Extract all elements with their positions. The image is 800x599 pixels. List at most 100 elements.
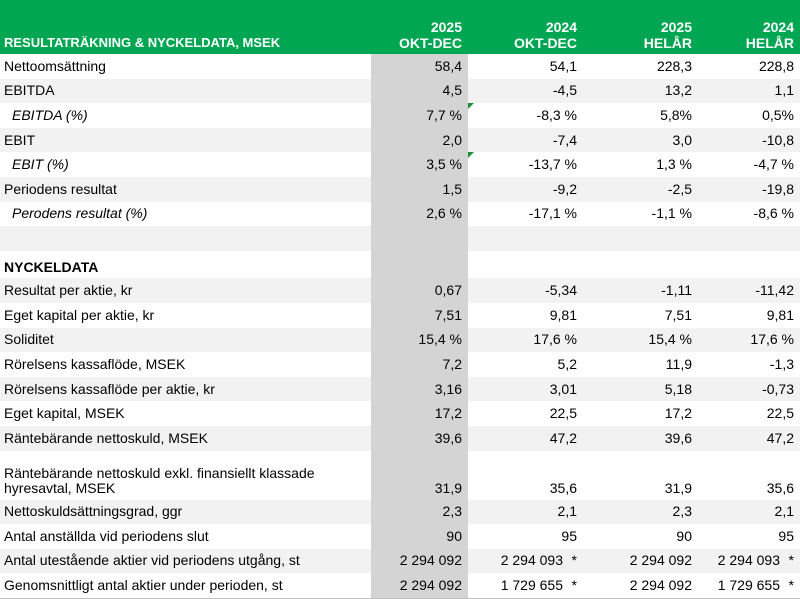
cell-value: 90 (371, 524, 468, 549)
cell-value: 5,8% (660, 106, 692, 123)
column-header: 2025 OKT-DEC (371, 0, 468, 54)
cell-value: 15,4 % (583, 327, 698, 353)
table-row: Nettoomsättning 58,4 54,1 228,3 228,8 (0, 54, 800, 79)
cell-value: 1,5 (371, 176, 468, 202)
cell-value: 7,7 % (371, 103, 468, 128)
cell-value: 7,51 (664, 306, 692, 323)
cell-value: -19,8 (698, 176, 800, 202)
table-row: Genomsnittligt antal aktier under period… (0, 573, 800, 599)
table-row: Nettoskuldsättningsgrad, ggr 2,3 2,1 2,3… (0, 499, 800, 525)
cell-value: -8,3 % (468, 103, 583, 128)
cell-value: -17,1 % (528, 205, 577, 222)
cell-value: 35,6 (549, 479, 577, 496)
cell-value: -1,1 % (651, 205, 692, 222)
footnote-marker: * (788, 552, 794, 569)
cell-value: 228,3 (656, 57, 692, 74)
cell-value: 1,1 (698, 78, 800, 104)
cell-value: 7,51 (371, 302, 468, 328)
cell-value: 2,1 (468, 499, 583, 525)
table-row: Räntebärande nettoskuld exkl. finansiell… (0, 450, 800, 500)
cell-value: 2 294 092 (583, 573, 698, 599)
row-label: Eget kapital, MSEK (4, 405, 125, 422)
cell-value: 3,01 (468, 376, 583, 402)
table-row: Periodens resultat 1,5 -9,2 -2,5 -19,8 (0, 176, 800, 202)
cell-value: 17,2 (371, 401, 468, 426)
cell-value: 2,0 (371, 127, 468, 153)
cell-value: -1,11 (583, 278, 698, 303)
cell-value: 2,1 (698, 499, 800, 525)
cell-value: 228,8 (758, 57, 794, 74)
cell-value: -13,7 % (468, 152, 583, 177)
row-label: Rörelsens kassaflöde, MSEK (4, 355, 186, 372)
cell-value: 15,4 % (371, 327, 468, 353)
cell-value: 1,3 % (656, 156, 692, 173)
column-header: 2025 HELÅR (583, 0, 698, 54)
table-row: Perodens resultat (%) 2,6 % -17,1 % -1,1… (0, 201, 800, 227)
row-label: EBITDA (0, 78, 371, 104)
footnote-marker: * (788, 577, 794, 594)
cell-value: 1 729 655 * (468, 573, 583, 599)
cell-value: -8,6 % (753, 205, 794, 222)
table-row: Eget kapital per aktie, kr 7,51 9,81 7,5… (0, 302, 800, 328)
row-label: Nettoskuldsättningsgrad, ggr (0, 499, 371, 525)
cell-value: 95 (778, 527, 794, 544)
cell-value: 47,2 (468, 425, 583, 451)
cell-value: -11,42 (698, 278, 800, 303)
cell-value: 90 (676, 527, 692, 544)
cell-value: 9,81 (549, 306, 577, 323)
cell-value: 35,6 (766, 479, 794, 496)
row-label: Räntebärande nettoskuld, MSEK (0, 425, 371, 451)
cell-value: 13,2 (583, 78, 698, 104)
footnote-marker: * (571, 577, 577, 594)
row-label: EBIT (0, 127, 371, 153)
cell-value: 2 294 092 (371, 548, 468, 574)
cell-value: 31,9 (371, 450, 468, 500)
cell-value: 5,18 (583, 376, 698, 402)
row-label: Antal anställda vid periodens slut (4, 527, 209, 544)
row-label: Periodens resultat (0, 176, 371, 202)
cell-value: -9,2 (468, 176, 583, 202)
cell-value: 7,2 (371, 352, 468, 377)
cell-value: 2 294 093 * (698, 548, 800, 574)
table-row: Soliditet 15,4 % 17,6 % 15,4 % 17,6 % (0, 327, 800, 353)
row-label: EBIT (%) (12, 156, 69, 173)
cell-value: -5,34 (468, 278, 583, 303)
cell-value: 54,1 (549, 57, 577, 74)
cell-value: 0,67 (371, 278, 468, 303)
cell-value: 4,5 (371, 78, 468, 104)
row-label: Nettoomsättning (4, 57, 106, 74)
cell-value: 9,81 (766, 306, 794, 323)
section-title: NYCKELDATA (4, 259, 99, 276)
cell-value: 3,5 % (371, 152, 468, 177)
table-row: Antal anställda vid periodens slut 90 95… (0, 524, 800, 549)
row-label: Antal utestående aktier vid periodens ut… (0, 548, 371, 574)
cell-value: -4,7 % (753, 156, 794, 173)
cell-value: 39,6 (371, 425, 468, 451)
cell-value: -2,5 (583, 176, 698, 202)
row-label: Genomsnittligt antal aktier under period… (0, 573, 371, 599)
cell-value: 58,4 (371, 54, 468, 79)
spacer-row (0, 226, 800, 251)
cell-value: 2,3 (583, 499, 698, 525)
cell-value: 11,9 (665, 355, 692, 372)
cell-value: 3,0 (583, 127, 698, 153)
cell-value: 3,16 (371, 376, 468, 402)
cell-value: 5,2 (557, 355, 577, 372)
cell-value: 2 294 092 (583, 548, 698, 574)
cell-value: -10,8 (698, 127, 800, 153)
cell-value: 1 729 655 * (698, 573, 800, 599)
table-title: RESULTATRÄKNING & NYCKELDATA, MSEK (0, 0, 371, 54)
table-row: EBIT 2,0 -7,4 3,0 -10,8 (0, 127, 800, 153)
cell-value: 31,9 (664, 479, 692, 496)
table-row: Rörelsens kassaflöde per aktie, kr 3,16 … (0, 376, 800, 402)
row-label: EBITDA (%) (12, 106, 88, 123)
table-row: Eget kapital, MSEK 17,2 22,5 17,2 22,5 (0, 401, 800, 426)
table-row: Resultat per aktie, kr 0,67 -5,34 -1,11 … (0, 278, 800, 303)
comment-marker-icon (468, 152, 474, 159)
row-label: Resultat per aktie, kr (0, 278, 371, 303)
row-label: Perodens resultat (%) (12, 205, 148, 222)
cell-value: 95 (561, 527, 577, 544)
cell-value: 17,6 % (698, 327, 800, 353)
cell-value: 22,5 (766, 405, 794, 422)
